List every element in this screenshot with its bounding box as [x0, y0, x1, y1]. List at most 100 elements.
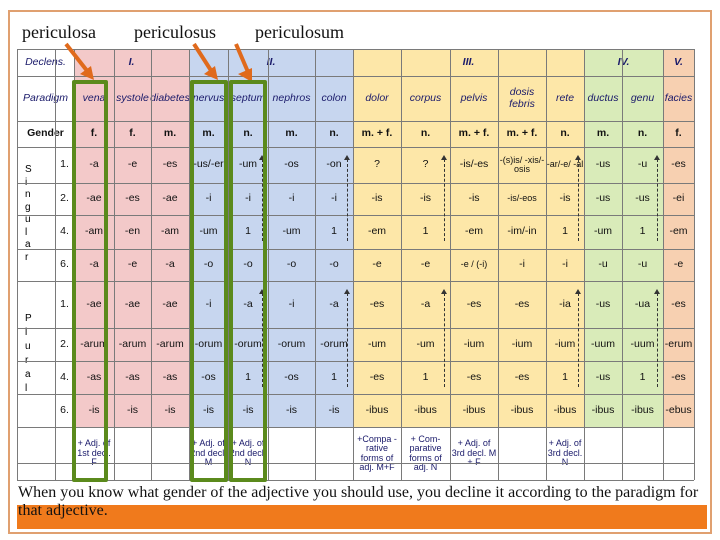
- gender-cell: m.: [596, 127, 610, 140]
- ending-cell: 1: [639, 370, 646, 383]
- grid-row-line: [17, 215, 694, 216]
- side-letter: l: [25, 226, 28, 238]
- dotted-up-arrow-icon: [259, 289, 265, 387]
- ending-cell: -ium: [554, 337, 576, 350]
- ending-cell: -es: [369, 297, 385, 310]
- ending-cell: -as: [86, 370, 102, 383]
- ending-cell: -o: [329, 258, 339, 271]
- ending-cell: -es: [466, 370, 482, 383]
- case-number: 1.: [55, 281, 74, 328]
- paradigm-cell: genu: [630, 91, 655, 104]
- grid-row-line: [17, 361, 694, 362]
- side-letter: P: [25, 313, 32, 324]
- ending-cell: -es: [466, 297, 482, 310]
- arrow-periculosus-icon: [192, 42, 218, 80]
- gender-cell: f.: [129, 127, 136, 140]
- ending-cell: -is/-eos: [507, 193, 537, 204]
- side-letter: l: [25, 383, 28, 394]
- ending-cell: -is: [164, 403, 176, 416]
- grid-row-line: [17, 147, 694, 148]
- adjective-note: + Adj. of 1st decl. F: [77, 438, 111, 467]
- highlight-nervus-column: [190, 80, 228, 482]
- dotted-up-arrow-icon: [654, 155, 660, 241]
- ending-cell: -is: [285, 403, 298, 416]
- ending-cell: -orum: [320, 337, 348, 350]
- ending-cell: -i: [562, 258, 568, 271]
- ending-cell: -arum: [118, 337, 147, 350]
- grid-col-line: [694, 49, 695, 480]
- ending-cell: -um: [593, 225, 613, 238]
- ending-cell: -is: [328, 403, 340, 416]
- ending-cell: -ibus: [591, 403, 615, 416]
- ending-cell: -ibus: [510, 403, 534, 416]
- ending-cell: -um: [238, 158, 258, 171]
- ending-cell: -us: [595, 158, 611, 171]
- ending-cell: -i: [331, 192, 337, 205]
- ending-cell: -orum: [194, 337, 223, 350]
- ending-cell: -as: [125, 370, 140, 383]
- gender-cell: n.: [329, 127, 339, 140]
- ending-cell: -e: [127, 158, 138, 171]
- adjective-note: + Adj. of 3rd decl. N: [547, 438, 583, 467]
- adjective-note: + Adj. of 2nd decl. M: [190, 438, 227, 467]
- arrow-periculosa-icon: [64, 42, 94, 80]
- ending-cell: 1: [639, 225, 646, 238]
- grid-col-line: [546, 49, 547, 480]
- ending-cell: -i: [205, 192, 212, 205]
- paradigm-cell: ductus: [587, 91, 619, 104]
- ending-cell: -i: [288, 192, 295, 205]
- grid-col-line: [151, 49, 152, 480]
- grid-row-line: [17, 427, 694, 428]
- gender-cell: m. + f.: [458, 127, 490, 140]
- ending-cell: -arum: [80, 337, 108, 350]
- dotted-up-arrow-icon: [575, 289, 581, 387]
- adjective-note-row: [17, 427, 694, 480]
- ending-cell: -ium: [463, 337, 485, 350]
- paradigm-cell: systole: [116, 91, 149, 104]
- ending-cell: -a: [420, 297, 431, 310]
- ending-cell: -u: [637, 158, 648, 171]
- ending-cell: -us: [595, 297, 611, 310]
- ending-cell: 1: [422, 370, 429, 383]
- ending-cell: -ebus: [665, 403, 692, 416]
- ending-cell: -is: [88, 403, 100, 416]
- paradigm-cell: dolor: [365, 91, 389, 104]
- ending-cell: -ium: [511, 337, 533, 350]
- grid-col-line: [622, 49, 623, 480]
- case-number: 6.: [55, 249, 74, 281]
- gender-cell: m.: [285, 127, 298, 140]
- ending-cell: -erum: [664, 337, 693, 350]
- grid-col-line: [268, 49, 269, 480]
- ending-cell: 1: [245, 370, 251, 383]
- dotted-up-arrow-icon: [654, 289, 660, 387]
- ending-cell: -os: [284, 370, 299, 383]
- ending-cell: -es: [125, 192, 140, 205]
- grid-col-line: [450, 49, 451, 480]
- ending-cell: -arum: [156, 337, 184, 350]
- ending-cell: -am: [160, 225, 180, 238]
- ending-cell: -e: [127, 258, 138, 271]
- ending-cell: -e / (-i): [460, 259, 488, 270]
- declension-table: Declens. I. II. III. IV. V. Paradigm vena systol…: [17, 49, 695, 481]
- gender-cell: n.: [420, 127, 431, 140]
- ending-cell: -e: [372, 258, 382, 271]
- ending-cell: -ae: [162, 192, 178, 205]
- gender-cell: n.: [243, 127, 253, 140]
- grid-col-line: [189, 49, 190, 480]
- ending-cell: 1: [422, 225, 429, 238]
- gender-label: Gender: [17, 121, 74, 147]
- dotted-up-arrow-icon: [575, 155, 581, 241]
- side-letter: S: [25, 164, 32, 175]
- grid-row-line: [17, 281, 694, 282]
- case-number: 1.: [55, 147, 74, 183]
- ending-cell: -es: [671, 158, 686, 171]
- paradigm-cell: corpus: [409, 91, 442, 104]
- side-letter: r: [25, 354, 28, 368]
- ending-cell: -um: [367, 337, 387, 350]
- grid-row-line: [17, 183, 694, 184]
- grid-row-line: [17, 394, 694, 395]
- ending-cell: 1: [562, 225, 568, 238]
- side-letter: r: [25, 251, 29, 263]
- ending-cell: -o: [243, 258, 253, 271]
